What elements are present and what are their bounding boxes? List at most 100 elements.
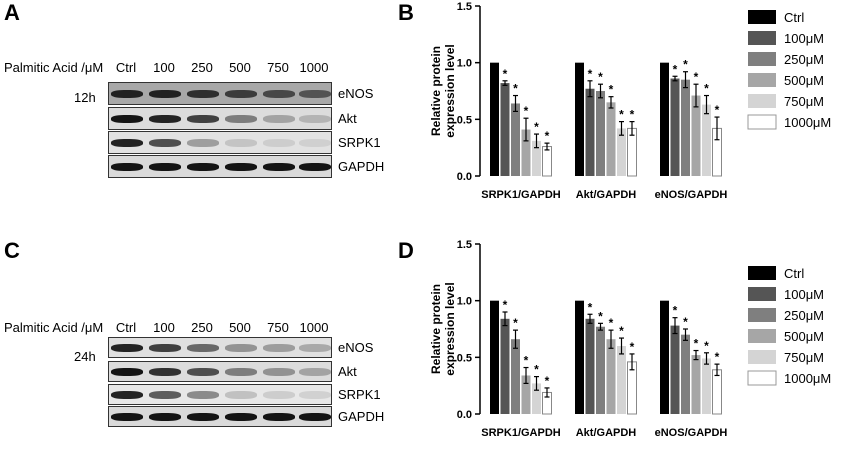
bar bbox=[542, 146, 552, 177]
protein-band bbox=[299, 343, 331, 352]
protein-band bbox=[149, 114, 181, 123]
protein-band bbox=[263, 412, 295, 421]
protein-band bbox=[299, 114, 331, 123]
y-tick-label: 1.5 bbox=[457, 239, 472, 251]
protein-band bbox=[187, 138, 219, 147]
bar bbox=[670, 78, 680, 176]
legend-swatch bbox=[747, 370, 777, 386]
protein-band bbox=[111, 138, 143, 147]
legend-12h: Ctrl 100μM 250μM 500μM 750μM 1000μM bbox=[747, 10, 831, 130]
legend-swatch bbox=[748, 52, 776, 66]
significance-star: * bbox=[683, 58, 688, 72]
protein-band bbox=[299, 367, 331, 376]
legend-label: 500μM bbox=[784, 329, 824, 344]
lane-label: 1000 bbox=[299, 60, 329, 75]
significance-star: * bbox=[704, 339, 709, 353]
significance-star: * bbox=[715, 350, 720, 364]
legend-label: Ctrl bbox=[784, 10, 804, 25]
y-tick-label: 0.0 bbox=[457, 171, 472, 183]
significance-star: * bbox=[524, 354, 529, 368]
panel-label-b: B bbox=[398, 0, 414, 25]
y-tick-label: 1.0 bbox=[457, 296, 472, 308]
significance-star: * bbox=[673, 304, 678, 318]
significance-star: * bbox=[609, 316, 614, 330]
protein-band bbox=[263, 114, 295, 123]
bar bbox=[521, 129, 531, 176]
legend-label: 750μM bbox=[784, 94, 824, 109]
legend-label: 1000μM bbox=[784, 371, 831, 386]
category-label: SRPK1/GAPDH bbox=[481, 427, 561, 439]
bar-chart-12h: 0.0 0.5 1.0 1.5 Relative proteinexpression l… bbox=[429, 1, 727, 201]
protein-band bbox=[149, 390, 181, 399]
significance-star: * bbox=[545, 374, 550, 388]
protein-band bbox=[111, 162, 143, 171]
significance-star: * bbox=[545, 129, 550, 143]
protein-band bbox=[299, 162, 331, 171]
lane-label: 1000 bbox=[299, 320, 329, 335]
protein-band bbox=[225, 390, 257, 399]
blot-strip-gapdh bbox=[108, 155, 332, 178]
y-axis-label: Relative proteinexpression level bbox=[429, 44, 457, 137]
protein-band bbox=[187, 343, 219, 352]
time-label: 24h bbox=[74, 349, 96, 364]
legend-label: 750μM bbox=[784, 350, 824, 365]
significance-star: * bbox=[513, 316, 518, 330]
protein-band bbox=[225, 162, 257, 171]
protein-label: SRPK1 bbox=[338, 134, 381, 150]
legend-swatch bbox=[748, 308, 776, 322]
blot-strip-srpk1 bbox=[108, 384, 332, 405]
category-label: eNOS/GAPDH bbox=[655, 427, 728, 439]
bar bbox=[596, 91, 605, 176]
significance-star: * bbox=[524, 104, 529, 118]
bar bbox=[681, 79, 690, 176]
protein-band bbox=[111, 367, 143, 376]
protein-band bbox=[187, 367, 219, 376]
category-label: Akt/GAPDH bbox=[576, 427, 637, 439]
legend-label: 500μM bbox=[784, 73, 824, 88]
category-label: Akt/GAPDH bbox=[576, 189, 637, 201]
lane-label: Ctrl bbox=[115, 60, 137, 75]
legend-swatch bbox=[748, 287, 776, 301]
bar bbox=[670, 325, 680, 414]
lane-label: 750 bbox=[267, 60, 289, 75]
significance-star: * bbox=[598, 309, 603, 323]
legend-24h: Ctrl 100μM 250μM 500μM 750μM 1000μM bbox=[747, 266, 831, 386]
y-axis-label: Relative proteinexpression level bbox=[429, 282, 457, 375]
legend-label: 100μM bbox=[784, 287, 824, 302]
category-label: SRPK1/GAPDH bbox=[481, 189, 561, 201]
significance-star: * bbox=[630, 340, 635, 354]
significance-star: * bbox=[609, 83, 614, 97]
legend-swatch bbox=[748, 94, 776, 108]
lane-label: 250 bbox=[191, 60, 213, 75]
y-tick-label: 0.5 bbox=[457, 114, 472, 126]
blot-strip-srpk1 bbox=[108, 131, 332, 154]
blot-strip-enos bbox=[108, 337, 332, 358]
protein-band bbox=[263, 390, 295, 399]
bar bbox=[532, 383, 541, 414]
protein-band bbox=[187, 89, 219, 98]
lane-label: 500 bbox=[229, 320, 251, 335]
legend-swatch bbox=[747, 114, 777, 130]
protein-band bbox=[187, 114, 219, 123]
bar bbox=[532, 140, 541, 176]
protein-band bbox=[149, 343, 181, 352]
significance-star: * bbox=[588, 300, 593, 314]
lane-label: 100 bbox=[153, 320, 175, 335]
bar bbox=[691, 95, 701, 176]
protein-band bbox=[225, 367, 257, 376]
protein-band bbox=[225, 343, 257, 352]
significance-star: * bbox=[694, 70, 699, 84]
protein-label: SRPK1 bbox=[338, 386, 381, 402]
bar bbox=[575, 62, 584, 176]
legend-swatch bbox=[748, 31, 776, 45]
significance-star: * bbox=[704, 82, 709, 96]
bar-chart-24h: 0.0 0.5 1.0 1.5 Relative proteinexpression l… bbox=[429, 239, 727, 439]
significance-star: * bbox=[598, 70, 603, 84]
blot-header: Palmitic Acid /μM bbox=[4, 60, 104, 75]
bar bbox=[490, 62, 499, 176]
protein-band bbox=[263, 89, 295, 98]
legend-swatch bbox=[748, 73, 776, 87]
time-label: 12h bbox=[74, 90, 96, 105]
protein-band bbox=[111, 114, 143, 123]
significance-star: * bbox=[619, 324, 624, 338]
